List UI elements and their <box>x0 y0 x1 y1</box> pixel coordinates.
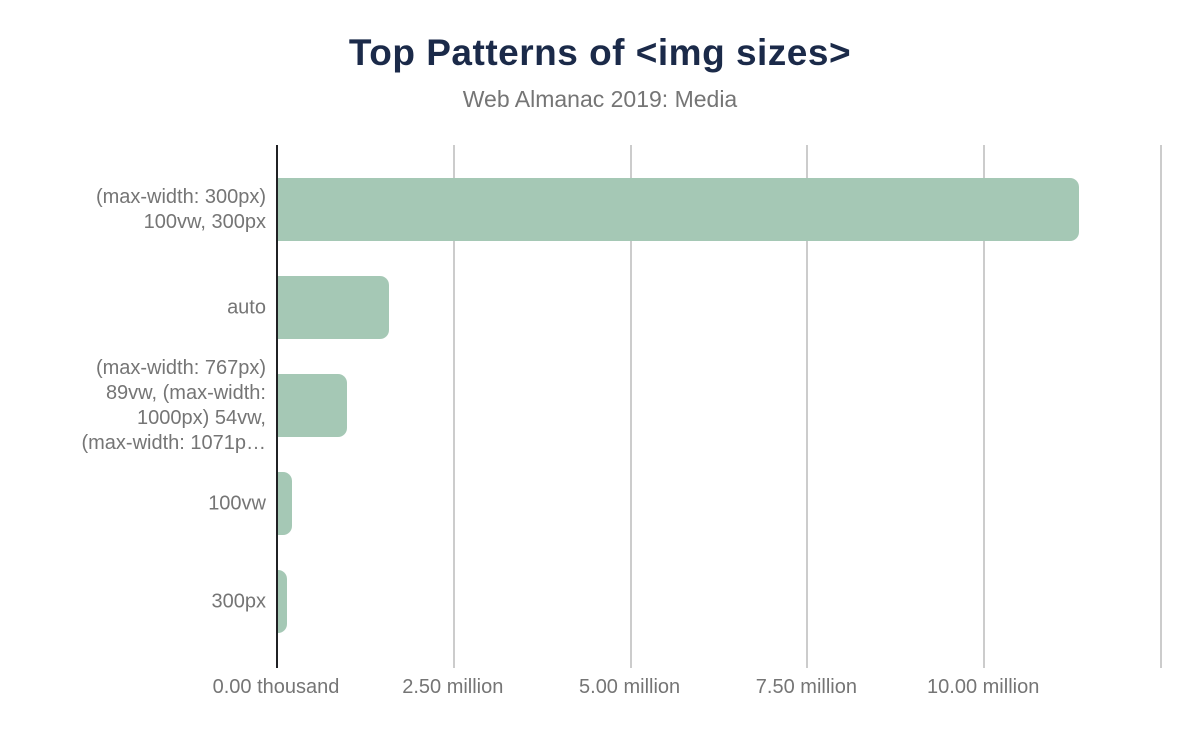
y-axis-label: (max-width: 767px) 89vw, (max-width: 1000p… <box>81 356 266 454</box>
y-axis-label: auto <box>227 296 266 318</box>
y-axis-label: (max-width: 300px) 100vw, 300px <box>95 185 266 233</box>
y-axis-label: 300px <box>211 590 267 612</box>
bar <box>278 472 293 535</box>
gridline <box>629 145 632 668</box>
x-axis-tick-label: 10.00 million <box>927 676 1040 698</box>
chart-title: Top Patterns of <img sizes> <box>348 32 852 73</box>
gridline <box>452 145 455 668</box>
x-axis-tick-label: 7.50 million <box>755 676 857 698</box>
chart-subtitle: Web Almanac 2019: Media <box>462 86 738 112</box>
gridline <box>1160 145 1162 668</box>
bar <box>278 178 1080 241</box>
x-axis-tick-label: 0.00 thousand <box>212 676 340 698</box>
plot-area <box>278 145 1162 668</box>
gridline <box>806 145 809 668</box>
x-axis-tick-label: 5.00 million <box>579 676 681 698</box>
y-axis-line <box>276 145 278 668</box>
bar <box>278 374 348 437</box>
x-axis-tick-label: 2.50 million <box>402 676 504 698</box>
bar <box>278 276 390 339</box>
gridline <box>983 145 986 668</box>
y-axis-label: 100vw <box>208 492 266 514</box>
bar <box>278 570 288 633</box>
